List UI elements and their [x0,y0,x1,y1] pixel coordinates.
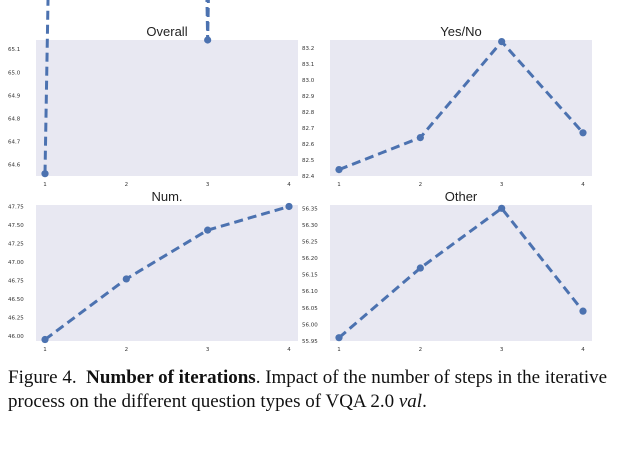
plot-area-num [36,205,298,341]
y-tick-label: 56.35 [302,206,318,212]
chart-title-other: Other [445,189,478,204]
caption-text: . Impact of the number of steps in the i… [8,367,608,412]
plot-area-yes-no [330,40,592,176]
data-point [416,264,424,272]
x-tick-label: 2 [419,182,423,188]
y-tick-label: 46.50 [8,297,24,303]
y-tick-label: 56.05 [302,306,318,312]
y-tick-label: 82.5 [302,158,315,164]
y-tick-label: 83.1 [302,62,314,68]
y-tick-label: 46.75 [8,278,24,284]
y-tick-label: 56.25 [302,239,318,245]
chart-title-overall: Overall [146,24,187,39]
chart-title-yes-no: Yes/No [440,24,481,39]
x-tick-label: 4 [581,347,585,353]
data-point [285,202,293,211]
x-tick-label: 3 [500,347,504,353]
chart-title-num: Num. [151,189,182,204]
y-tick-label: 83.2 [302,46,314,52]
series-line-yes-no [338,39,585,171]
y-tick-label: 47.00 [8,260,24,266]
data-point [335,166,343,174]
panel-overall: Overall 64.6 64.7 64.8 64.9 65.0 65.1 1 2 3 4 [8,0,298,188]
y-tick-label: 46.00 [8,334,24,340]
y-tick-label: 47.50 [8,223,24,229]
y-tick-label: 56.00 [302,322,318,328]
x-tick-label: 3 [500,182,504,188]
y-tick-label: 64.8 [8,116,21,122]
data-point [41,335,49,344]
panel-num: Num. 46.00 46.25 46.50 46.75 47.00 47.25 47.50 4… [8,189,298,353]
figure-caption: Figure 4. Number of iterations. Impact o… [8,366,612,414]
y-tick-label: 64.7 [8,139,21,145]
y-tick-label: 56.20 [302,256,318,262]
y-tick-label: 47.75 [8,204,24,210]
plot-area-overall [36,40,298,176]
data-point [579,129,587,137]
x-tick-label: 1 [337,347,341,353]
y-tick-label: 55.95 [302,339,318,345]
caption-label: Figure 4. [8,367,77,388]
data-point [122,275,130,283]
x-tick-label: 1 [337,182,341,188]
panel-yes-no: Yes/No 82.4 82.5 82.6 82.7 82.8 82.9 83.0 83.1 83… [302,24,592,188]
y-tick-label: 64.9 [8,93,21,99]
data-point [498,204,506,212]
y-tick-label: 82.6 [302,142,315,148]
data-point [498,38,506,46]
data-point [41,170,49,178]
data-point [204,36,212,44]
y-tick-label: 47.25 [8,241,24,247]
data-point [579,307,587,315]
series-line-num [44,205,290,341]
y-tick-label: 82.9 [302,94,315,100]
x-tick-label: 1 [43,347,47,353]
y-tick-label: 83.0 [302,78,315,84]
x-tick-label: 3 [206,347,210,353]
y-tick-label: 64.6 [8,162,21,168]
x-tick-label: 4 [287,347,291,353]
x-tick-label: 2 [419,347,423,353]
y-tick-label: 82.4 [302,174,315,180]
y-tick-label: 82.8 [302,110,315,116]
panel-other: Other 55.95 56.00 56.05 56.10 56.15 56.20 56.25… [302,189,592,353]
caption-title: Number of iterations [86,367,256,388]
y-tick-label: 82.7 [302,126,315,132]
x-tick-label: 4 [287,182,291,188]
x-tick-label: 2 [125,347,129,353]
figure: Overall 64.6 64.7 64.8 64.9 65.0 65.1 1 2 3 4 Yes/… [8,0,592,353]
x-tick-label: 1 [43,182,47,188]
y-tick-label: 56.10 [302,289,318,295]
y-tick-label: 65.1 [8,47,20,53]
y-tick-label: 56.30 [302,223,318,229]
x-tick-label: 3 [206,182,210,188]
caption-italic: val [398,391,423,412]
data-point [335,334,343,342]
plot-area-other [330,205,592,341]
y-tick-label: 46.25 [8,315,24,321]
x-tick-label: 4 [581,182,585,188]
x-tick-label: 2 [125,182,129,188]
caption-end: . [422,391,427,412]
y-tick-label: 56.15 [302,273,318,279]
data-point [416,134,424,142]
y-tick-label: 65.0 [8,70,21,76]
series-line-other [338,206,585,339]
data-point [204,226,212,234]
